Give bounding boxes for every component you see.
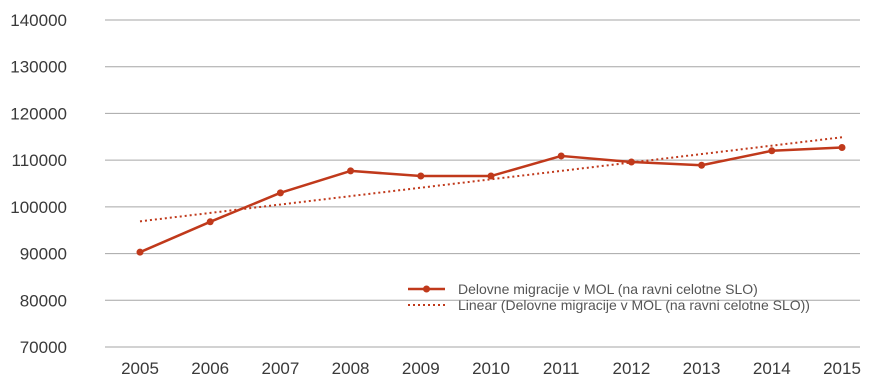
data-point <box>768 147 776 155</box>
data-point <box>487 172 495 180</box>
y-tick-label: 80000 <box>20 291 67 310</box>
y-axis: 70000 80000 90000 100000 110000 120000 130000 1… <box>10 11 67 357</box>
series-layer <box>136 136 846 256</box>
y-tick-label: 110000 <box>12 151 67 170</box>
x-tick-label: 2009 <box>402 359 440 378</box>
legend: Delovne migracije v MOL (na ravni celotn… <box>408 281 810 313</box>
y-tick-label: 120000 <box>10 104 67 123</box>
data-point <box>276 189 284 197</box>
data-point <box>627 158 635 166</box>
x-tick-label: 2011 <box>543 359 580 378</box>
x-tick-label: 2012 <box>612 359 650 378</box>
x-tick-label: 2014 <box>753 359 791 378</box>
y-tick-label: 140000 <box>10 11 67 30</box>
y-tick-label: 90000 <box>20 245 67 264</box>
series-line <box>139 146 843 254</box>
y-tick-label: 100000 <box>10 198 67 217</box>
data-point <box>206 218 214 226</box>
legend-item: Linear (Delovne migracije v MOL (na ravn… <box>408 297 810 313</box>
gridlines <box>105 19 860 348</box>
x-tick-label: 2005 <box>121 359 159 378</box>
x-tick-label: 2007 <box>261 359 299 378</box>
legend-swatch-marker <box>423 285 430 293</box>
y-tick-label: 70000 <box>20 338 67 357</box>
data-point <box>698 161 706 169</box>
x-tick-label: 2013 <box>683 359 721 378</box>
x-tick-label: 2015 <box>823 359 861 378</box>
series-actual <box>136 144 846 256</box>
legend-label: Linear (Delovne migracije v MOL (na ravn… <box>458 297 810 313</box>
legend-label: Delovne migracije v MOL (na ravni celotn… <box>458 281 758 297</box>
legend-item: Delovne migracije v MOL (na ravni celotn… <box>408 281 758 297</box>
x-tick-label: 2010 <box>472 359 510 378</box>
data-point <box>417 172 425 180</box>
y-tick-label: 130000 <box>10 58 67 77</box>
x-tick-label: 2008 <box>332 359 370 378</box>
data-point <box>838 144 846 152</box>
data-point <box>557 152 565 160</box>
data-point <box>136 248 144 256</box>
data-point <box>347 167 355 175</box>
x-axis: 2005 2006 2007 2008 2009 2010 2011 2012 2013 2014… <box>121 359 861 378</box>
x-tick-label: 2006 <box>191 359 229 378</box>
